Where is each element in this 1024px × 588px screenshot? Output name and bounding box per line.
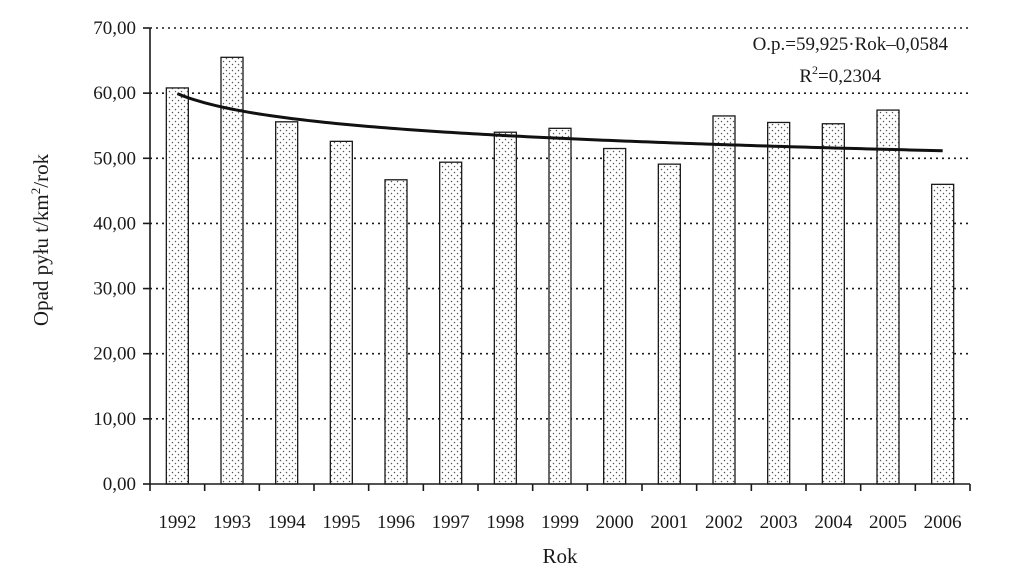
bar-1999 <box>548 127 572 485</box>
bar-2003 <box>767 121 791 485</box>
r2-prefix: R <box>799 66 812 87</box>
trend-r-squared: R2=0,2304 <box>799 63 881 87</box>
trend-equation: O.p.=59,925·Rok–0,0584 <box>753 34 949 55</box>
x-tick-labels: 1992 1993 1994 1995 1996 1997 1998 1999 2000 2001… <box>158 512 961 533</box>
y-tick-label: 70,00 <box>93 18 136 39</box>
bar-2001 <box>657 163 681 485</box>
x-tick-label: 2006 <box>924 512 962 533</box>
r2-value: =0,2304 <box>818 66 881 87</box>
x-tick-label: 2001 <box>650 512 688 533</box>
x-tick-label: 1994 <box>268 512 307 533</box>
axes <box>149 28 970 485</box>
x-tick-label: 1999 <box>541 512 579 533</box>
trendline <box>176 92 943 153</box>
bar-1995 <box>329 140 353 485</box>
bar-1998 <box>493 131 517 485</box>
x-tick-label: 1993 <box>213 512 251 533</box>
axis-ticks <box>143 27 971 491</box>
x-tick-label: 2000 <box>596 512 634 533</box>
bar-2002 <box>712 115 736 485</box>
x-tick-label: 1997 <box>432 512 470 533</box>
y-tick-label: 40,00 <box>93 213 136 234</box>
x-axis-title: Rok <box>542 544 578 568</box>
y-tick-label: 60,00 <box>93 83 136 104</box>
x-tick-label: 2005 <box>869 512 907 533</box>
bar-1996 <box>384 179 408 485</box>
x-tick-label: 1996 <box>377 512 415 533</box>
y-tick-labels: 0,00 10,00 20,00 30,00 40,00 50,00 60,00 70,00 <box>93 18 136 495</box>
bar-2000 <box>603 147 627 485</box>
bar-2006 <box>931 183 955 485</box>
y-axis-title-sup: 2 <box>28 188 43 195</box>
x-tick-label: 2002 <box>705 512 743 533</box>
x-tick-label: 1992 <box>158 512 196 533</box>
x-tick-label: 1998 <box>486 512 524 533</box>
y-tick-label: 50,00 <box>93 148 136 169</box>
r2-superscript: 2 <box>812 63 818 77</box>
bar-1992 <box>165 87 189 485</box>
x-tick-label: 2003 <box>760 512 798 533</box>
bars <box>165 56 955 485</box>
y-axis-title-main: Opad pyłu t/km <box>29 194 53 326</box>
y-axis-title-unit: /rok <box>29 153 53 187</box>
bar-1994 <box>275 121 299 485</box>
bar-1997 <box>439 161 463 485</box>
y-tick-label: 10,00 <box>93 409 136 430</box>
y-tick-label: 30,00 <box>93 279 136 300</box>
y-tick-label: 0,00 <box>103 474 136 495</box>
bar-1993 <box>220 56 244 485</box>
y-tick-label: 20,00 <box>93 344 136 365</box>
y-axis-title: Opad pyłu t/km2/rok <box>28 153 53 326</box>
x-tick-label: 2004 <box>814 512 853 533</box>
bar-2004 <box>821 123 845 485</box>
bar-2005 <box>876 109 900 485</box>
x-tick-label: 1995 <box>322 512 360 533</box>
